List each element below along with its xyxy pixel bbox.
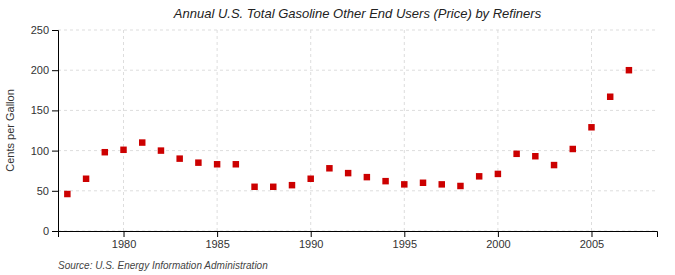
y-tick: 100 <box>31 145 58 157</box>
x-tick: 2000 <box>486 231 510 250</box>
grid-line-x <box>497 30 498 231</box>
grid-line-x <box>310 30 311 231</box>
grid-line-x <box>404 30 405 231</box>
x-tick: 1995 <box>393 231 417 250</box>
point <box>176 155 182 161</box>
point <box>326 165 332 171</box>
y-tick-label: 0 <box>43 225 49 237</box>
x-tick-label: 1990 <box>299 238 323 250</box>
y-tick-mark <box>52 231 58 232</box>
y-tick-mark <box>52 191 58 192</box>
point <box>457 183 463 189</box>
x-tick-mark <box>311 231 312 237</box>
point <box>476 173 482 179</box>
grid-line-x <box>217 30 218 231</box>
point <box>251 184 257 190</box>
x-tick-mark <box>124 231 125 237</box>
point <box>307 176 313 182</box>
point <box>158 147 164 153</box>
x-tick-label: 1980 <box>112 238 136 250</box>
grid-line-y <box>58 70 657 71</box>
x-tick: 1980 <box>112 231 136 250</box>
x-tick-mark <box>591 231 592 237</box>
points <box>64 67 632 197</box>
x-tick-mark <box>404 231 405 237</box>
x-tick-label: 2005 <box>580 238 604 250</box>
point <box>438 181 444 187</box>
y-tick-label: 50 <box>37 185 49 197</box>
y-axis: 0 50 100 150 200 250 <box>31 24 59 237</box>
x-axis-line <box>59 232 658 238</box>
y-tick: 200 <box>31 64 58 76</box>
chart: 1980 1985 1990 1995 2000 2005 0 50 100 150 200 250 A… <box>0 0 675 275</box>
y-tick-mark <box>52 110 58 111</box>
y-tick: 0 <box>43 225 58 237</box>
point <box>139 139 145 145</box>
y-tick-label: 100 <box>31 145 49 157</box>
x-tick-label: 2000 <box>486 238 510 250</box>
grid-line-y <box>58 110 657 111</box>
point <box>64 191 70 197</box>
point <box>626 67 632 73</box>
plot-area: 1980 1985 1990 1995 2000 2005 0 50 100 150 200 250 <box>31 24 658 250</box>
x-tick: 1990 <box>299 231 323 250</box>
y-tick: 250 <box>31 24 58 36</box>
point <box>214 161 220 167</box>
point <box>588 124 594 130</box>
point <box>120 147 126 153</box>
annotation: Source: U.S. Energy Information Administ… <box>58 260 268 271</box>
point <box>532 153 538 159</box>
y-tick-label: 150 <box>31 104 49 116</box>
point <box>495 171 501 177</box>
grid <box>58 30 657 231</box>
point <box>513 151 519 157</box>
y-tick-label: 200 <box>31 64 49 76</box>
grid-line-y <box>58 190 657 191</box>
y-tick-mark <box>52 70 58 71</box>
y-tick: 150 <box>31 104 58 116</box>
y-tick: 50 <box>37 185 58 197</box>
grid-line-y <box>58 150 657 151</box>
x-axis: 1980 1985 1990 1995 2000 2005 <box>59 231 658 250</box>
point <box>345 170 351 176</box>
y-axis-line <box>52 31 59 232</box>
point <box>570 146 576 152</box>
point <box>607 93 613 99</box>
point <box>83 176 89 182</box>
x-tick-mark <box>217 231 218 237</box>
point <box>420 180 426 186</box>
x-tick: 1985 <box>205 231 229 250</box>
y-tick-mark <box>52 151 58 152</box>
point <box>233 161 239 167</box>
point <box>195 159 201 165</box>
y-tick-mark <box>52 30 58 31</box>
y-axis-title: Cents per Gallon <box>4 89 16 172</box>
grid-line-y <box>58 30 657 31</box>
y-tick-label: 250 <box>31 24 49 36</box>
x-tick: 2005 <box>580 231 604 250</box>
point <box>102 149 108 155</box>
point <box>551 162 557 168</box>
point <box>382 178 388 184</box>
point <box>401 181 407 187</box>
point <box>289 182 295 188</box>
grid-line-x <box>123 30 124 231</box>
point <box>364 174 370 180</box>
title: Annual U.S. Total Gasoline Other End Use… <box>173 6 542 21</box>
x-tick-label: 1995 <box>393 238 417 250</box>
point <box>270 184 276 190</box>
x-tick-mark <box>498 231 499 237</box>
x-tick-label: 1985 <box>205 238 229 250</box>
